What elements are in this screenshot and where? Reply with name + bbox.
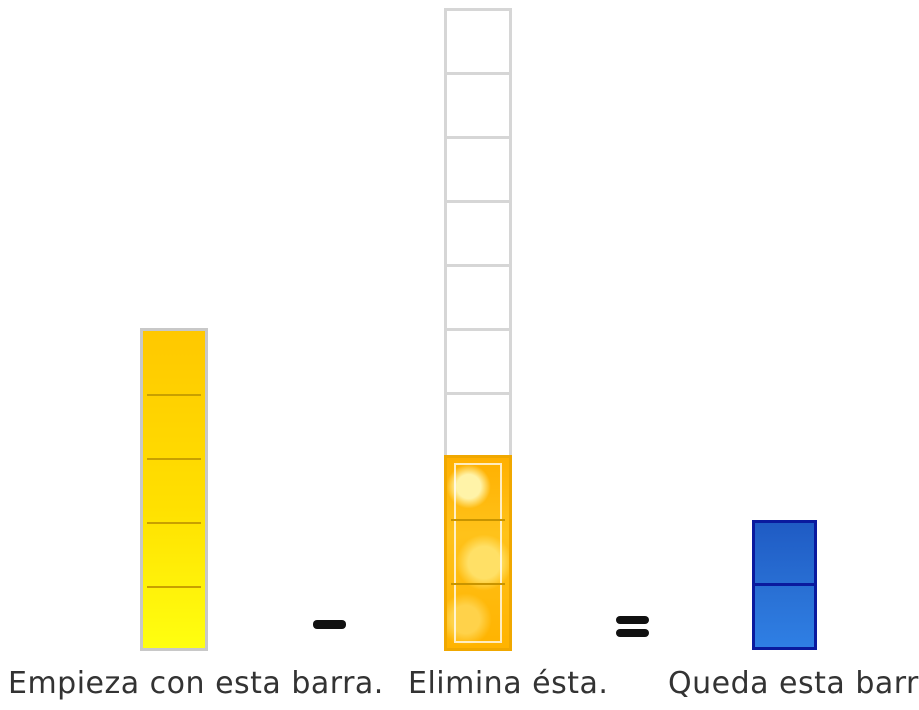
result-bar-divider (755, 583, 814, 586)
start-bar-divider (147, 458, 201, 460)
remove-bar-fill-divider (451, 519, 505, 521)
remove-bar-fill-highlight (454, 463, 502, 643)
result-bar (752, 520, 817, 650)
start-bar-divider (147, 522, 201, 524)
remove-bar (444, 8, 512, 651)
caption-result: Queda esta barra. (668, 666, 919, 701)
equals-sign-top (616, 616, 649, 624)
equals-sign-bottom (616, 629, 649, 637)
caption-remove: Elimina ésta. (408, 666, 609, 701)
remove-bar-fill-divider (451, 583, 505, 585)
remove-bar-fill (444, 455, 512, 651)
start-bar-divider (147, 586, 201, 588)
remove-bar-grid-line (447, 264, 509, 267)
remove-bar-grid-line (447, 392, 509, 395)
start-bar (140, 328, 208, 651)
remove-bar-grid-line (447, 200, 509, 203)
start-bar-divider (147, 394, 201, 396)
remove-bar-grid-line (447, 328, 509, 331)
remove-bar-grid-line (447, 72, 509, 75)
minus-sign (313, 620, 346, 629)
remove-bar-grid-line (447, 136, 509, 139)
caption-start: Empieza con esta barra. (8, 666, 384, 701)
